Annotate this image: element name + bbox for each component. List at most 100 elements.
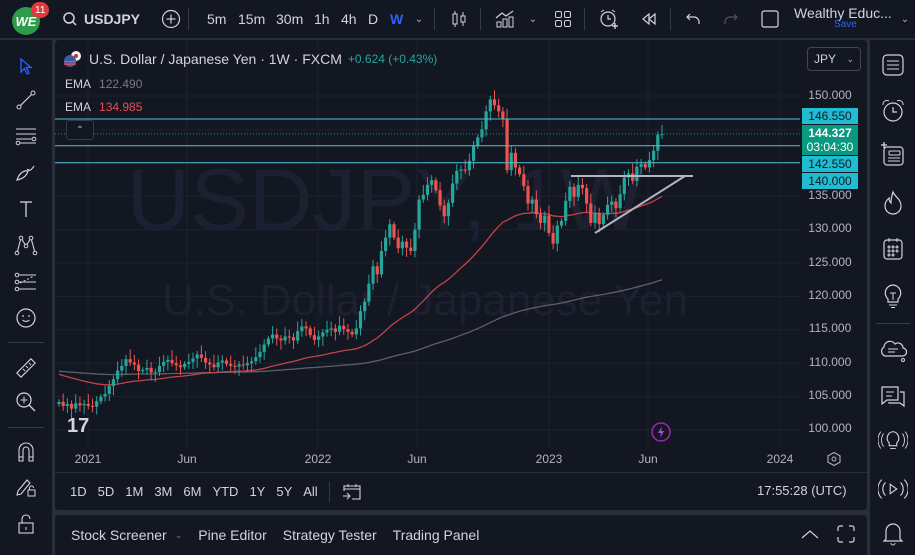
- alerts-button[interactable]: [878, 96, 908, 126]
- hotlists-button[interactable]: [878, 188, 908, 218]
- emoji-tool[interactable]: [12, 304, 40, 332]
- range-all[interactable]: All: [303, 484, 318, 499]
- square-icon: [761, 10, 779, 28]
- brush-tool[interactable]: [12, 158, 40, 186]
- symbol-search-button[interactable]: USDJPY: [62, 0, 140, 38]
- save-button[interactable]: Save: [834, 19, 857, 30]
- create-alert-button[interactable]: [597, 0, 621, 38]
- text-t-icon: [20, 201, 32, 217]
- range-ytd[interactable]: YTD: [212, 484, 239, 499]
- chart-pane[interactable]: USDJPY, 1W U.S. Dollar / Japanese Yen 17 U…: [55, 40, 867, 510]
- drawing-toolbar: [0, 40, 52, 555]
- price-tick: 150.000: [808, 88, 852, 102]
- replay-button[interactable]: [638, 0, 660, 38]
- range-1y[interactable]: 1Y: [249, 484, 266, 499]
- time-axis[interactable]: 2021 Jun 2022 Jun 2023 Jun 2024: [55, 448, 800, 472]
- range-1m[interactable]: 1M: [125, 484, 144, 499]
- calendar-goto-icon: [342, 483, 361, 500]
- layout-name: Wealthy Educ...: [794, 5, 892, 21]
- zoom-in-tool[interactable]: [12, 388, 40, 416]
- lock-all-button[interactable]: [12, 510, 40, 538]
- compare-add-button[interactable]: [160, 0, 182, 38]
- price-tick: 110.000: [808, 355, 852, 369]
- range-1d[interactable]: 1D: [70, 484, 87, 499]
- chart-type-button[interactable]: [448, 0, 470, 38]
- timeframe-30m[interactable]: 30m: [276, 11, 304, 27]
- text-tool[interactable]: [12, 195, 40, 223]
- fullscreen-toggle-button[interactable]: [758, 0, 782, 38]
- timeframe-d[interactable]: D: [368, 11, 379, 27]
- bell-icon: [882, 523, 904, 546]
- layout-dropdown-chevron-icon[interactable]: ⌄: [900, 13, 910, 25]
- us-jp-flag-icon: [64, 51, 81, 67]
- toolbar-divider: [670, 8, 671, 30]
- price-tick: 100.000: [808, 421, 852, 435]
- object-tree-button[interactable]: [878, 140, 908, 170]
- range-5y[interactable]: 5Y: [276, 484, 293, 499]
- ideas-button[interactable]: [878, 281, 908, 311]
- pattern-tool[interactable]: [12, 231, 40, 259]
- forecasting-tool[interactable]: [12, 268, 40, 296]
- maximize-panel-button[interactable]: [837, 525, 855, 543]
- ema-slow-legend[interactable]: EMA 122.490: [65, 77, 142, 91]
- measure-tool[interactable]: [12, 354, 40, 382]
- streams-button[interactable]: [878, 474, 908, 504]
- utc-clock[interactable]: 17:55:28 (UTC): [757, 483, 847, 498]
- chats-button[interactable]: [878, 336, 908, 366]
- redo-button[interactable]: [720, 0, 742, 38]
- watchlist-button[interactable]: [878, 50, 908, 80]
- range-6m[interactable]: 6M: [183, 484, 202, 499]
- thought-cloud-icon: [881, 340, 908, 362]
- timeframe-1h[interactable]: 1h: [314, 11, 330, 27]
- currency-selector[interactable]: JPY ⌄: [807, 47, 861, 71]
- timeframe-15m[interactable]: 15m: [238, 11, 266, 27]
- tab-stock-screener[interactable]: Stock Screener ⌄: [71, 527, 182, 543]
- expand-panel-button[interactable]: [800, 527, 820, 541]
- bar-countdown: 03:04:30: [806, 140, 854, 154]
- lightbulb-icon: [884, 284, 902, 308]
- timeframe-w[interactable]: W: [390, 11, 404, 27]
- range-3m[interactable]: 3M: [154, 484, 173, 499]
- indicators-button[interactable]: [493, 0, 517, 38]
- layout-name-button[interactable]: Wealthy Educ... Save: [794, 5, 894, 30]
- chevron-down-icon: ⌄: [174, 529, 183, 540]
- range-5d[interactable]: 5D: [97, 484, 115, 499]
- tab-strategy-tester[interactable]: Strategy Tester: [282, 527, 377, 543]
- chart-settings-button[interactable]: [826, 451, 842, 467]
- tab-trading-panel[interactable]: Trading Panel: [392, 527, 480, 543]
- fib-retracement-tool[interactable]: [12, 122, 40, 150]
- go-to-date-button[interactable]: [342, 483, 362, 501]
- indicators-dropdown-chevron-icon[interactable]: ⌄: [528, 13, 538, 25]
- timeframe-4h[interactable]: 4h: [341, 11, 357, 27]
- undo-button[interactable]: [682, 0, 704, 38]
- chat-bubbles-icon: [881, 386, 905, 408]
- time-label: 2022: [304, 452, 332, 466]
- calendar-button[interactable]: [878, 234, 908, 264]
- cursor-arrow-icon: [20, 57, 33, 75]
- messages-button[interactable]: [878, 382, 908, 412]
- idea-streams-button[interactable]: [878, 426, 908, 456]
- trend-line-icon: [16, 90, 36, 110]
- lock-drawings-button[interactable]: [12, 473, 40, 501]
- notifications-button[interactable]: [878, 518, 908, 548]
- toolbar-divider: [8, 342, 44, 343]
- trend-line-tool[interactable]: [12, 86, 40, 114]
- magnet-mode-button[interactable]: [12, 438, 40, 466]
- alarm-add-icon: [600, 9, 618, 29]
- ema-fast-legend[interactable]: EMA 134.985: [65, 100, 142, 114]
- layout-button[interactable]: [552, 0, 574, 38]
- redo-icon: [724, 13, 738, 24]
- timeframe-dropdown-chevron-icon[interactable]: ⌄: [414, 13, 424, 25]
- timeframe-5m[interactable]: 5m: [207, 11, 227, 27]
- price-scale[interactable]: 150.000 135.000 130.000 125.000 120.000 …: [800, 40, 867, 470]
- price-tick: 120.000: [808, 288, 852, 302]
- level-tag-146550: 146.550: [802, 108, 858, 124]
- tab-pine-editor[interactable]: Pine Editor: [198, 527, 267, 543]
- zoom-in-icon: [16, 392, 36, 412]
- collapse-legend-button[interactable]: ⌃: [66, 120, 94, 140]
- cursor-tool[interactable]: [12, 52, 40, 80]
- toolbar-divider: [188, 8, 189, 30]
- horizontal-lines-icon: [15, 128, 37, 146]
